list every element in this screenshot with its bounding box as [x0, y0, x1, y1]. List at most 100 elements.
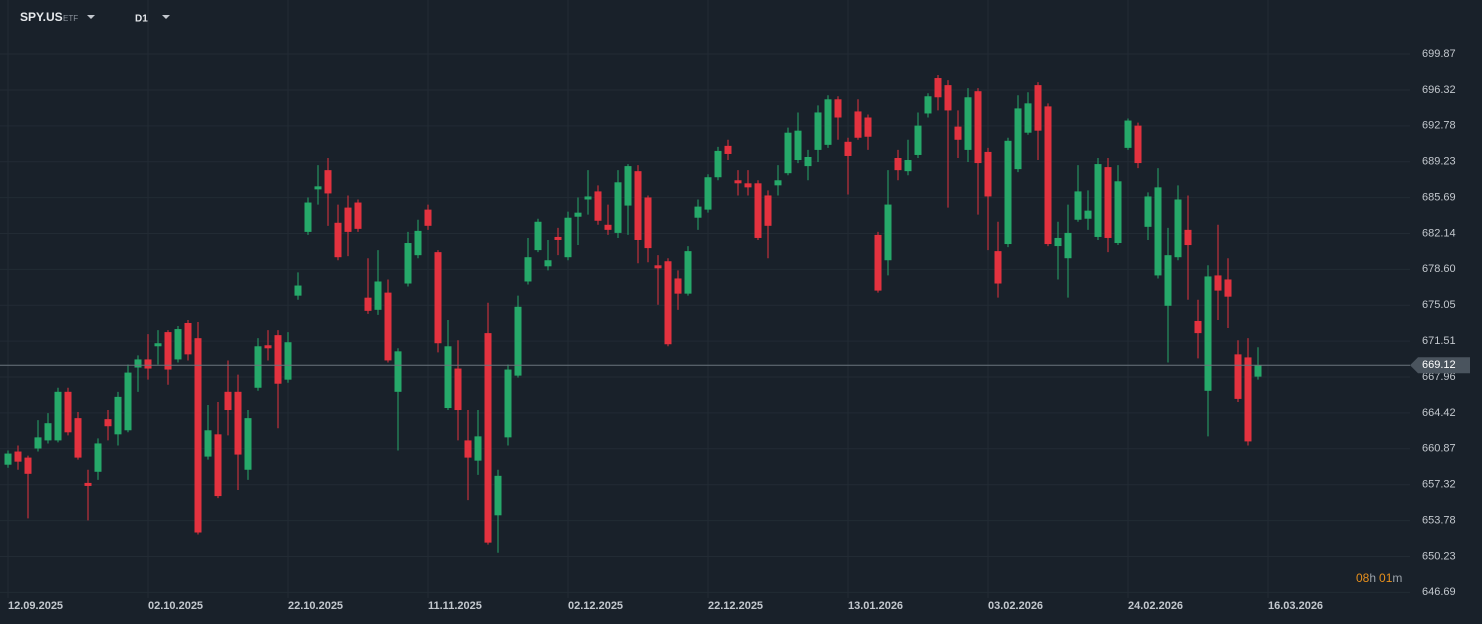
candle-body	[474, 436, 482, 461]
candle-body	[234, 391, 242, 455]
candle-body	[24, 457, 32, 474]
x-tick-label: 22.12.2025	[708, 600, 763, 612]
candle-body	[1244, 357, 1252, 442]
y-tick-label: 657.32	[1422, 479, 1456, 491]
y-tick-label: 692.78	[1422, 120, 1456, 132]
candle-body	[634, 171, 642, 240]
candle-body	[1134, 125, 1142, 164]
countdown-minutes: 01	[1379, 571, 1393, 585]
dropdown-arrow[interactable]	[162, 15, 170, 19]
candle-body	[84, 482, 92, 486]
timeframe[interactable]: D1	[135, 14, 148, 25]
candle-body	[34, 437, 42, 449]
candle-body	[764, 195, 772, 226]
candle-body	[4, 453, 12, 465]
y-tick-label: 685.69	[1422, 191, 1456, 203]
candle-body	[1124, 120, 1132, 148]
y-tick-label: 650.23	[1422, 550, 1456, 562]
candle-body	[574, 212, 582, 217]
y-tick-label: 699.87	[1422, 48, 1456, 60]
candle-body	[224, 391, 232, 411]
candle-body	[964, 97, 972, 150]
candle-body	[1044, 106, 1052, 245]
candle-body	[264, 345, 272, 349]
candle-body	[1204, 276, 1212, 391]
y-tick-label: 660.87	[1422, 443, 1456, 455]
x-tick-label: 02.12.2025	[568, 600, 623, 612]
candle-body	[1004, 140, 1012, 245]
candle-body	[974, 91, 982, 164]
candle-body	[404, 243, 412, 284]
candle-body	[854, 111, 862, 138]
candle-body	[844, 141, 852, 156]
candle-body	[184, 322, 192, 355]
candle-body	[204, 430, 212, 457]
candle-body	[684, 251, 692, 294]
candle-body	[1074, 191, 1082, 220]
axes: 699.87 696.32 692.78 689.23 685.69 682.14 678.…	[0, 48, 1470, 612]
candle-body	[674, 278, 682, 294]
candle-body	[814, 112, 822, 150]
y-tick-label: 696.32	[1422, 84, 1456, 96]
candle-body	[454, 368, 462, 411]
candle-body	[794, 130, 802, 161]
candle-body	[1084, 210, 1092, 219]
candle-body	[1184, 229, 1192, 246]
y-tick-label: 675.05	[1422, 299, 1456, 311]
candle-body	[524, 257, 532, 282]
candle-body	[834, 99, 842, 118]
candle-body	[994, 251, 1002, 284]
candle-body	[1254, 365, 1262, 377]
candle-body	[424, 209, 432, 226]
candle-body	[804, 156, 812, 167]
candle-body	[644, 197, 652, 249]
candle-body	[904, 160, 912, 172]
candle-body	[774, 180, 782, 186]
candle-body	[954, 126, 962, 140]
y-tick-label: 682.14	[1422, 227, 1456, 239]
symbol-selector[interactable]: SPY.US ETF	[20, 10, 95, 24]
candle-body	[294, 285, 302, 296]
candle-body	[534, 221, 542, 251]
candle-body	[364, 297, 372, 311]
y-tick-label: 664.42	[1422, 407, 1456, 419]
candle-body	[1154, 187, 1162, 276]
candle-body	[494, 475, 502, 516]
candle-body	[664, 261, 672, 345]
symbol[interactable]: SPY.US	[20, 10, 63, 24]
candle-body	[164, 332, 172, 370]
candle-body	[244, 418, 252, 470]
candle-body	[434, 252, 442, 344]
candle-body	[194, 338, 202, 533]
candle-body	[1234, 354, 1242, 399]
candle-body	[1194, 320, 1202, 334]
candle-body	[514, 306, 522, 376]
candle-body	[604, 224, 612, 230]
candle-body	[64, 391, 72, 433]
candle-body	[564, 217, 572, 258]
candle-body	[44, 423, 52, 441]
candle-body	[274, 335, 282, 384]
candle-body	[1144, 196, 1152, 227]
candle-body	[114, 396, 122, 435]
candle-body	[594, 191, 602, 221]
candle-body	[484, 333, 492, 543]
candle-body	[884, 204, 892, 261]
dropdown-arrow[interactable]	[87, 15, 95, 19]
candle-body	[1024, 103, 1032, 133]
candle-body	[714, 150, 722, 178]
candle-body	[1224, 279, 1232, 297]
candle-body	[1214, 275, 1222, 291]
candle-body	[1164, 255, 1172, 306]
candle-body	[1114, 181, 1122, 244]
candle-body	[784, 132, 792, 174]
candle-body	[384, 292, 392, 361]
timeframe-selector[interactable]: D1	[135, 14, 170, 25]
candle-body	[94, 443, 102, 472]
y-tick-label: 671.51	[1422, 335, 1456, 347]
countdown-minute-unit: m	[1392, 571, 1402, 585]
candle-body	[14, 451, 22, 462]
candle-body	[174, 329, 182, 360]
x-tick-label: 02.10.2025	[148, 600, 203, 612]
